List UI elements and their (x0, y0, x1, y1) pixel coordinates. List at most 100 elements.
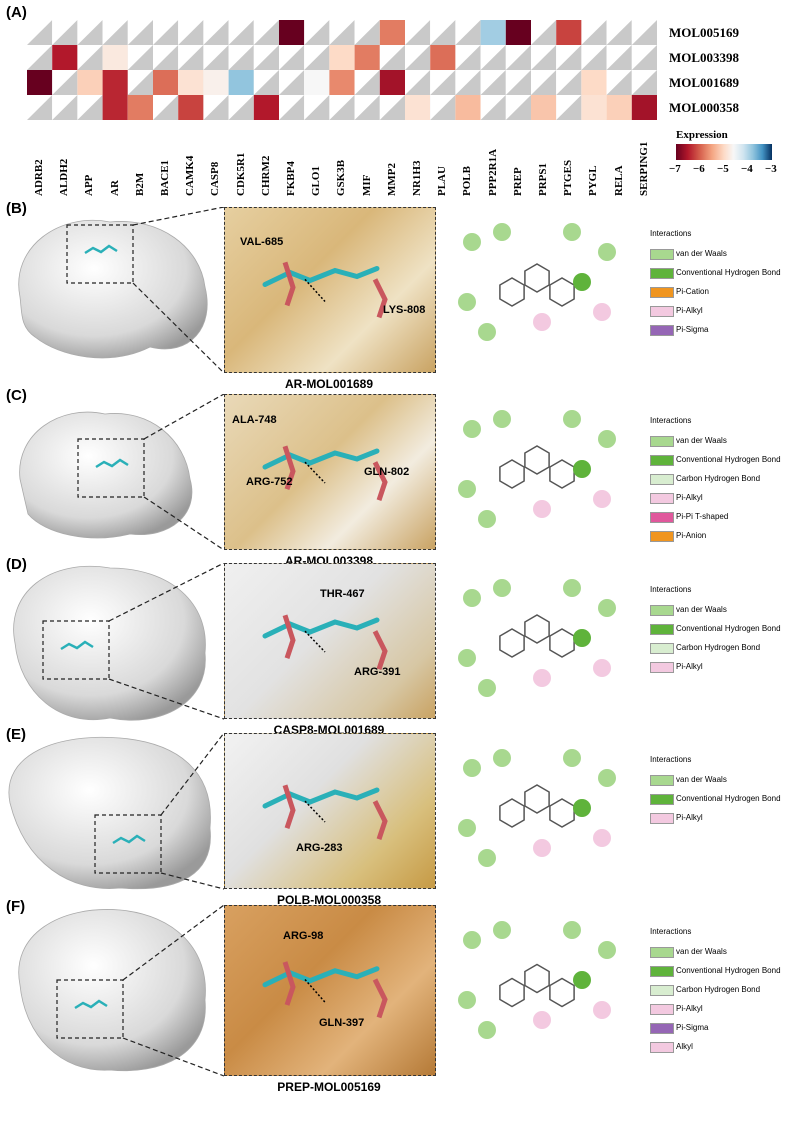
heatmap-cell-shade (430, 70, 456, 95)
heatmap-cell (153, 20, 179, 45)
heatmap-cell-value (379, 20, 405, 45)
heatmap-col-label: NR1H3 (411, 160, 423, 196)
heatmap-cell-shade (279, 95, 305, 120)
heatmap-cell (329, 20, 355, 45)
heatmap-cell-empty-half (153, 20, 179, 45)
protein-surface-image (13, 566, 206, 721)
heatmap-cell (379, 45, 405, 70)
interaction-swatch (650, 794, 674, 805)
ligand-pose (262, 445, 388, 501)
panel-label: (F) (6, 898, 26, 915)
interaction-label: Pi-Cation (676, 287, 709, 296)
heatmap-cell-value (405, 95, 431, 120)
heatmap-cell (379, 95, 405, 120)
heatmap-col-label: FKBP4 (285, 161, 297, 196)
heatmap-cell-empty-half (556, 95, 582, 120)
interaction-swatch (650, 605, 674, 616)
heatmap-col-label: APP (83, 174, 96, 196)
interaction-swatch (650, 966, 674, 977)
heatmap-cell-empty-half (631, 45, 657, 70)
interaction-label: van der Waals (676, 249, 727, 258)
heatmap-col-label: B2M (133, 172, 146, 196)
heatmap-cell-shade (379, 95, 405, 120)
heatmap-cell-shade (631, 20, 657, 45)
heatmap-cell (153, 45, 179, 70)
heatmap-cell-value (354, 45, 380, 70)
heatmap-col-label: RELA (612, 165, 625, 196)
heatmap-cell-shade (304, 20, 330, 45)
heatmap-cell-value (127, 95, 153, 120)
heatmap-cell-shade (253, 45, 279, 70)
legend-tick-label: −4 (741, 163, 753, 175)
heatmap-cell (228, 20, 254, 45)
heatmap-cell (153, 70, 179, 95)
heatmap-cell-empty-half (631, 20, 657, 45)
heatmap-cell (354, 20, 380, 45)
heatmap-cell (279, 70, 305, 95)
heatmap-cell-empty-half (27, 95, 53, 120)
interaction-swatch (650, 474, 674, 485)
heatmap-col-label: PTGES (562, 159, 575, 196)
heatmap-cell-empty-half (354, 20, 380, 45)
heatmap-cell (178, 95, 204, 120)
interaction-swatch (650, 947, 674, 958)
heatmap-cell-empty-half (304, 95, 330, 120)
heatmap-cell-shade (178, 20, 204, 45)
interaction-label: Conventional Hydrogen Bond (676, 455, 781, 464)
heatmap-cell-empty-half (253, 45, 279, 70)
heatmap-cell-shade (606, 20, 632, 45)
heatmap-cell-empty-half (354, 95, 380, 120)
heatmap-cell (354, 70, 380, 95)
panel-label-a: (A) (6, 4, 27, 21)
residue-label: ARG-752 (246, 476, 293, 488)
heatmap-cell-empty-half (228, 20, 254, 45)
heatmap-cell-value (228, 70, 254, 95)
binding-site-zoom (224, 905, 436, 1076)
heatmap-cell-value (52, 45, 78, 70)
residue-label: ARG-98 (283, 930, 324, 942)
heatmap-cell-shade (379, 45, 405, 70)
heatmap-cell-value (455, 95, 481, 120)
residue-label: ARG-391 (354, 666, 401, 678)
panel-label: (C) (6, 387, 27, 404)
heatmap-cell-shade (556, 45, 582, 70)
interaction-label: Carbon Hydrogen Bond (676, 643, 761, 652)
heatmap-cell-shade (228, 20, 254, 45)
heatmap-cell (203, 45, 229, 70)
protein-surface-image (18, 909, 206, 1072)
heatmap-cell-empty-half (52, 20, 78, 45)
heatmap-cell-shade (27, 45, 53, 70)
heatmap-cell-empty-half (52, 70, 78, 95)
heatmap-cell-empty-half (430, 95, 456, 120)
heatmap-cell-empty-half (178, 20, 204, 45)
panel-label: (E) (6, 726, 26, 743)
heatmap-col-label: POLB (461, 166, 474, 196)
heatmap-cell-empty-half (480, 95, 506, 120)
legend-tick-label: −3 (765, 163, 777, 175)
heatmap-cell (52, 20, 78, 45)
interaction-label: van der Waals (676, 775, 727, 784)
heatmap-cell-value (178, 95, 204, 120)
heatmap-row-label: MOL003398 (669, 50, 740, 65)
heatmap-cell-shade (27, 20, 53, 45)
interaction-swatch (650, 775, 674, 786)
heatmap-col-label: SERPING1 (637, 141, 650, 196)
heatmap-cell-shade (52, 20, 78, 45)
heatmap-cell-shade (329, 95, 355, 120)
heatmap-cell-shade (354, 20, 380, 45)
heatmap-cell-shade (505, 70, 531, 95)
heatmap-cell-shade (354, 95, 380, 120)
residue-label: ARG-283 (296, 842, 343, 854)
heatmap-cell-shade (153, 20, 179, 45)
interaction-label: Pi-Anion (676, 531, 707, 540)
heatmap-cell (304, 70, 330, 95)
heatmap-cell (27, 70, 53, 95)
interaction-label: van der Waals (676, 605, 727, 614)
heatmap-cell (253, 95, 279, 120)
interaction-swatch (650, 1023, 674, 1034)
heatmap-cell-shade (606, 70, 632, 95)
heatmap-cell-value (329, 70, 355, 95)
heatmap-cell-value (379, 70, 405, 95)
heatmap-cell-shade (228, 45, 254, 70)
interactions-legend-title: Interactions (650, 229, 692, 238)
